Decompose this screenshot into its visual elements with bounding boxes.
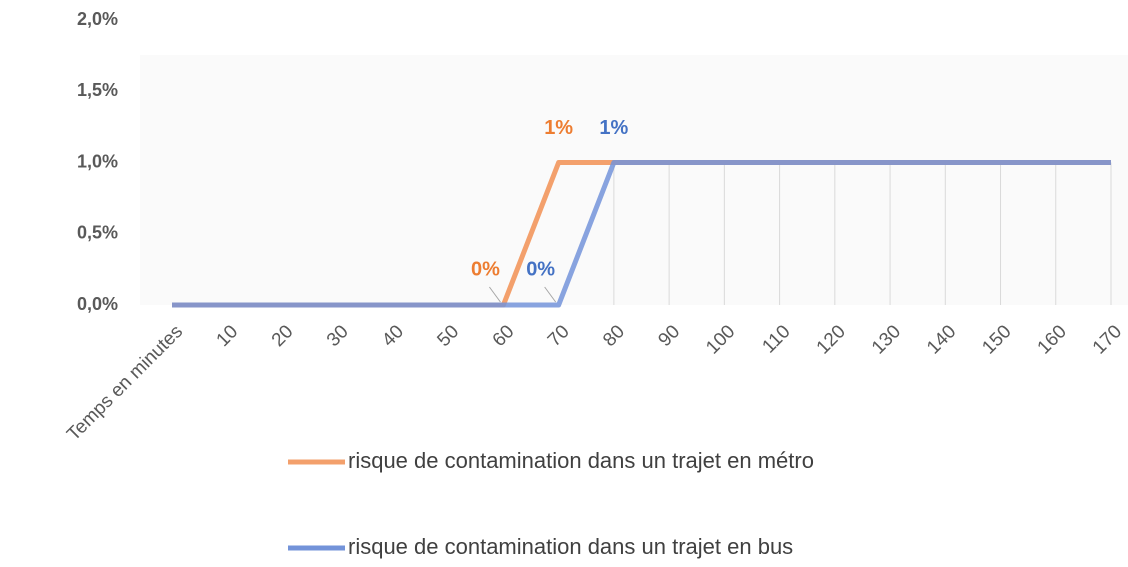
x-tick-label: 20 xyxy=(268,321,298,351)
y-tick-label: 0,5% xyxy=(77,223,118,243)
leader-line xyxy=(489,286,501,303)
x-tick-label: 90 xyxy=(654,321,684,351)
x-tick-label: 60 xyxy=(489,321,519,351)
legend-label: risque de contamination dans un trajet e… xyxy=(348,448,814,473)
x-tick-label: 170 xyxy=(1089,321,1126,358)
x-tick-label: 130 xyxy=(868,321,905,358)
x-tick-label: 80 xyxy=(599,321,629,351)
y-tick-label: 2,0% xyxy=(77,9,118,29)
x-tick-label: Temps en minutes xyxy=(63,321,187,445)
x-tick-label: 50 xyxy=(433,321,463,351)
x-tick-label: 160 xyxy=(1034,321,1071,358)
x-tick-label: 10 xyxy=(213,321,243,351)
data-label: 0% xyxy=(526,258,555,280)
x-tick-label: 150 xyxy=(978,321,1015,358)
y-tick-label: 1,5% xyxy=(77,80,118,100)
series-line xyxy=(172,160,1111,308)
data-label: 1% xyxy=(544,117,573,139)
data-label: 0% xyxy=(471,258,500,280)
x-tick-label: 100 xyxy=(702,321,739,358)
x-tick-label: 30 xyxy=(323,321,353,351)
plot-area xyxy=(140,55,1128,305)
legend-label: risque de contamination dans un trajet e… xyxy=(348,534,793,559)
x-tick-label: 120 xyxy=(813,321,850,358)
x-tick-label: 140 xyxy=(923,321,960,358)
y-tick-label: 0,0% xyxy=(77,294,118,314)
x-tick-label: 110 xyxy=(758,321,794,357)
y-tick-label: 1,0% xyxy=(77,151,118,171)
x-tick-label: 70 xyxy=(544,321,574,351)
x-tick-label: 40 xyxy=(378,321,408,351)
data-label: 1% xyxy=(599,117,628,139)
leader-line xyxy=(544,286,557,303)
